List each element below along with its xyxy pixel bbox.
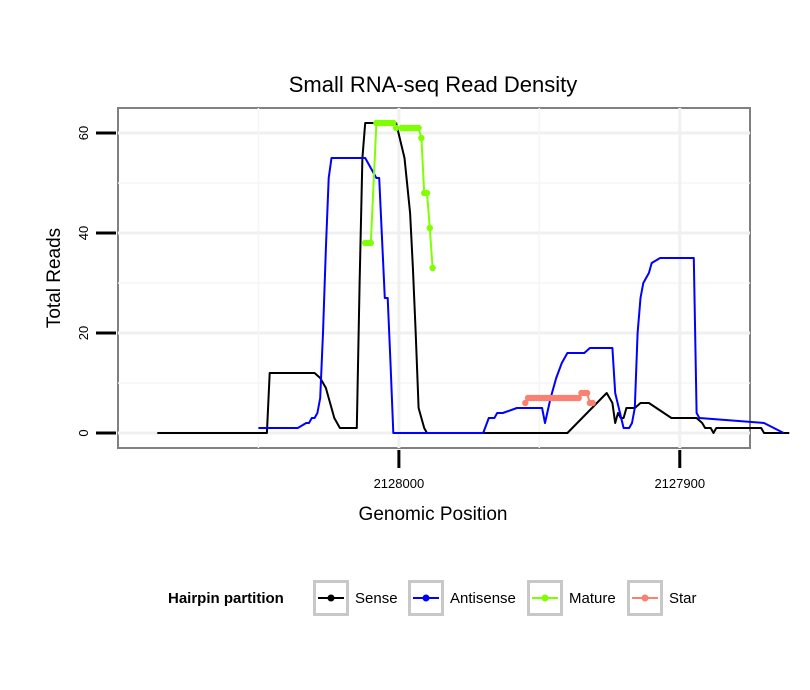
data-point-mature bbox=[392, 124, 400, 132]
legend-item-star: Star bbox=[627, 580, 697, 616]
data-point-star bbox=[575, 394, 582, 402]
data-point-mature bbox=[426, 224, 433, 232]
legend-item-antisense: Antisense bbox=[408, 580, 516, 616]
data-point-mature bbox=[429, 264, 436, 272]
legend-item-sense: Sense bbox=[313, 580, 398, 616]
legend-key-point bbox=[327, 594, 335, 602]
legend-items: Sense Antisense Mature Star bbox=[313, 580, 697, 616]
legend-label-mature: Mature bbox=[569, 590, 616, 607]
y-tick-label: 0 bbox=[76, 429, 91, 436]
x-tick-label: 2128000 bbox=[374, 476, 425, 491]
y-tick-label: 60 bbox=[76, 126, 91, 140]
data-point-mature bbox=[423, 189, 431, 197]
plot-panel bbox=[117, 107, 790, 449]
data-point-mature bbox=[367, 239, 374, 247]
data-point-star bbox=[589, 399, 596, 407]
y-tick-label: 40 bbox=[76, 226, 91, 240]
legend-label-sense: Sense bbox=[355, 590, 398, 607]
series-layer bbox=[157, 119, 790, 434]
data-point-star bbox=[522, 399, 529, 407]
legend-label-star: Star bbox=[669, 590, 697, 607]
chart-title: Small RNA-seq Read Density bbox=[289, 72, 578, 97]
legend-title: Hairpin partition bbox=[168, 590, 284, 607]
legend-key-point bbox=[541, 594, 549, 602]
legend: Hairpin partition Sense Antisense Mature St… bbox=[168, 580, 697, 616]
x-axis-title: Genomic Position bbox=[359, 504, 508, 525]
data-point-mature bbox=[415, 124, 422, 132]
y-axis-title: Total Reads bbox=[44, 228, 65, 328]
legend-key-point bbox=[641, 594, 649, 602]
legend-key-point bbox=[422, 594, 430, 602]
legend-label-antisense: Antisense bbox=[450, 590, 516, 607]
plot-panel-border bbox=[117, 107, 751, 449]
y-axis: 0 20 40 60 bbox=[76, 126, 116, 437]
legend-item-mature: Mature bbox=[527, 580, 616, 616]
series-line-antisense bbox=[258, 157, 785, 434]
data-point-mature bbox=[390, 119, 397, 127]
data-point-star bbox=[583, 389, 591, 397]
data-point-mature bbox=[418, 134, 425, 142]
x-tick-label: 2127900 bbox=[654, 476, 705, 491]
y-tick-label: 20 bbox=[76, 326, 91, 340]
x-axis: 2128000 2127900 bbox=[374, 450, 705, 491]
